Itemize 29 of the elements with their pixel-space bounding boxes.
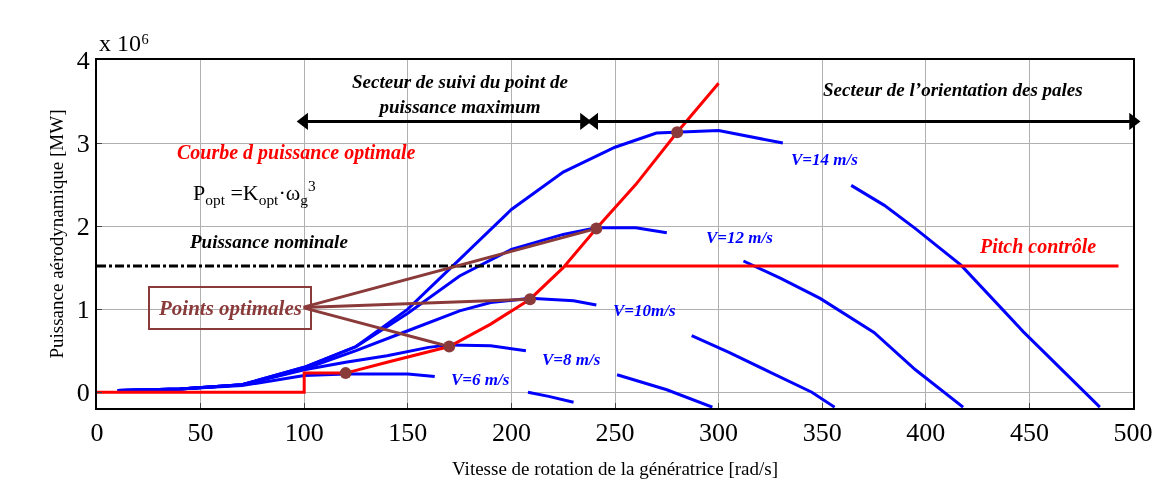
annotation: V=14 m/s xyxy=(791,150,859,169)
y-tick-label: 2 xyxy=(76,212,90,242)
x-tick-label: 200 xyxy=(491,418,531,448)
x-tick-label: 450 xyxy=(1009,418,1049,448)
annotation: Courbe d puissance optimale xyxy=(177,141,416,164)
x-axis-title: Vitesse de rotation de la génératrice [rad/s] xyxy=(452,457,778,479)
y-tick-label: 1 xyxy=(76,295,90,325)
x-tick-label: 400 xyxy=(906,418,946,448)
text: x 10⁶ xyxy=(99,30,150,56)
annotation: Points optimales xyxy=(158,296,302,320)
x-tick-label: 300 xyxy=(699,418,739,448)
y-tick-label: 0 xyxy=(76,378,90,408)
annotation: V=6 m/s xyxy=(451,370,510,389)
annotation: V=8 m/s xyxy=(542,350,601,369)
annotation: Secteur de suivi du point de puissance maximum xyxy=(352,71,569,117)
y-tick-label: 3 xyxy=(76,129,90,159)
x-tick-label: 250 xyxy=(595,418,635,448)
x-tick-label: 350 xyxy=(802,418,842,448)
annotation: Puissance nominale xyxy=(189,231,349,252)
annotation: V=12 m/s xyxy=(706,228,774,247)
y-axis-title: Puissance aérodynamique [MW] xyxy=(46,109,68,359)
annotation: Pitch contrôle xyxy=(979,235,1097,257)
x-tick-label: 50 xyxy=(187,418,214,448)
annotation: Secteur de l’orientation des pales xyxy=(823,79,1083,100)
x-tick-label: 500 xyxy=(1113,418,1153,448)
x-tick-label: 100 xyxy=(284,418,324,448)
y-tick-label: 4 xyxy=(76,46,90,76)
x-tick-label: 150 xyxy=(388,418,428,448)
annotation: V=10m/s xyxy=(613,301,676,320)
